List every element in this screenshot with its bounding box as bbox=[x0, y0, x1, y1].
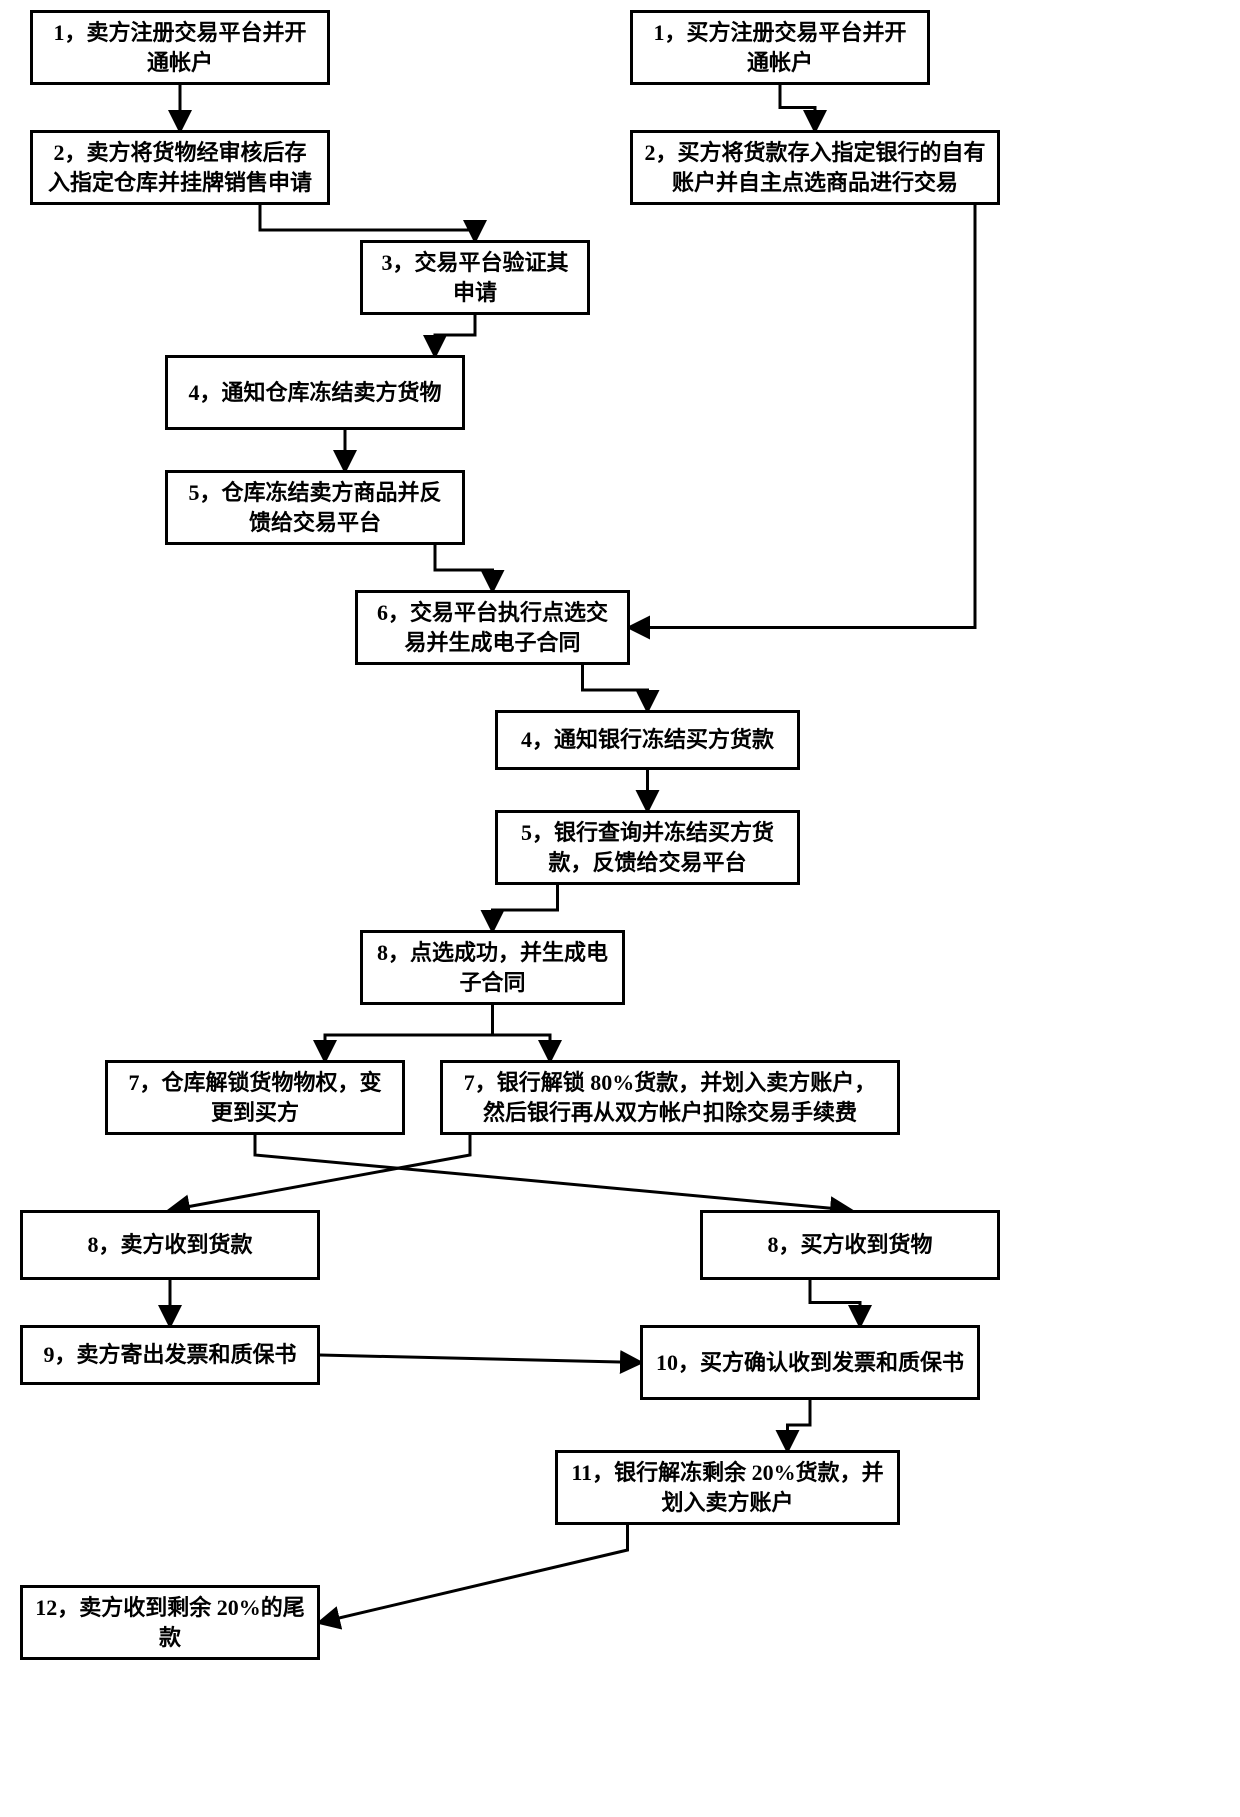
node-s2: 2，卖方将货物经审核后存入指定仓库并挂牌销售申请 bbox=[30, 130, 330, 205]
node-b10: 10，买方确认收到发票和质保书 bbox=[640, 1325, 980, 1400]
node-b8r: 8，买方收到货物 bbox=[700, 1210, 1000, 1280]
edge-s9-b10 bbox=[320, 1355, 640, 1363]
node-s12: 12，卖方收到剩余 20%的尾款 bbox=[20, 1585, 320, 1660]
edge-c8-c7w bbox=[325, 1005, 493, 1060]
node-label: 1，买方注册交易平台并开通帐户 bbox=[643, 18, 917, 77]
node-b11: 11，银行解冻剩余 20%货款，并划入卖方账户 bbox=[555, 1450, 900, 1525]
node-c7b: 7，银行解锁 80%货款，并划入卖方账户，然后银行再从双方帐户扣除交易手续费 bbox=[440, 1060, 900, 1135]
node-label: 2，买方将货款存入指定银行的自有账户并自主点选商品进行交易 bbox=[643, 138, 987, 197]
edge-c8-c7b bbox=[493, 1005, 551, 1060]
edge-c7b-s8r bbox=[170, 1135, 470, 1210]
node-s8r: 8，卖方收到货款 bbox=[20, 1210, 320, 1280]
node-s5: 5，仓库冻结卖方商品并反馈给交易平台 bbox=[165, 470, 465, 545]
node-label: 2，卖方将货物经审核后存入指定仓库并挂牌销售申请 bbox=[43, 138, 317, 197]
node-label: 3，交易平台验证其申请 bbox=[373, 248, 577, 307]
edge-b2-c6 bbox=[630, 205, 975, 628]
node-label: 8，卖方收到货款 bbox=[87, 1230, 252, 1260]
node-label: 7，银行解锁 80%货款，并划入卖方账户，然后银行再从双方帐户扣除交易手续费 bbox=[453, 1068, 887, 1127]
edge-b10-b11 bbox=[788, 1400, 811, 1450]
node-label: 5，仓库冻结卖方商品并反馈给交易平台 bbox=[178, 478, 452, 537]
edge-s2-s3 bbox=[260, 205, 475, 240]
edge-b11-s12 bbox=[320, 1525, 628, 1623]
node-label: 12，卖方收到剩余 20%的尾款 bbox=[33, 1593, 307, 1652]
edge-c5b-c8 bbox=[493, 885, 558, 930]
edge-b8r-b10 bbox=[810, 1280, 860, 1325]
node-s9: 9，卖方寄出发票和质保书 bbox=[20, 1325, 320, 1385]
node-label: 5，银行查询并冻结买方货款，反馈给交易平台 bbox=[508, 818, 787, 877]
node-label: 8，点选成功，并生成电子合同 bbox=[373, 938, 612, 997]
node-b1: 1，买方注册交易平台并开通帐户 bbox=[630, 10, 930, 85]
node-label: 9，卖方寄出发票和质保书 bbox=[43, 1340, 296, 1370]
edge-c7w-b8r bbox=[255, 1135, 850, 1210]
node-label: 11，银行解冻剩余 20%货款，并划入卖方账户 bbox=[568, 1458, 887, 1517]
node-label: 10，买方确认收到发票和质保书 bbox=[656, 1348, 964, 1378]
node-label: 1，卖方注册交易平台并开通帐户 bbox=[43, 18, 317, 77]
node-label: 4，通知银行冻结买方货款 bbox=[521, 725, 774, 755]
edges-layer bbox=[0, 0, 1240, 1817]
node-s3: 3，交易平台验证其申请 bbox=[360, 240, 590, 315]
node-label: 6，交易平台执行点选交易并生成电子合同 bbox=[368, 598, 617, 657]
flowchart-canvas: 1，卖方注册交易平台并开通帐户 1，买方注册交易平台并开通帐户 2，卖方将货物经审核… bbox=[0, 0, 1240, 1817]
node-c4b: 4，通知银行冻结买方货款 bbox=[495, 710, 800, 770]
node-s1: 1，卖方注册交易平台并开通帐户 bbox=[30, 10, 330, 85]
node-c6: 6，交易平台执行点选交易并生成电子合同 bbox=[355, 590, 630, 665]
node-label: 8，买方收到货物 bbox=[767, 1230, 932, 1260]
edge-b1-b2 bbox=[780, 85, 815, 130]
node-c5b: 5，银行查询并冻结买方货款，反馈给交易平台 bbox=[495, 810, 800, 885]
node-label: 7，仓库解锁货物物权，变更到买方 bbox=[118, 1068, 392, 1127]
node-b2: 2，买方将货款存入指定银行的自有账户并自主点选商品进行交易 bbox=[630, 130, 1000, 205]
edge-c6-c4b bbox=[583, 665, 648, 710]
node-c7w: 7，仓库解锁货物物权，变更到买方 bbox=[105, 1060, 405, 1135]
edge-s3-s4 bbox=[435, 315, 475, 355]
node-label: 4，通知仓库冻结卖方货物 bbox=[188, 378, 441, 408]
node-s4: 4，通知仓库冻结卖方货物 bbox=[165, 355, 465, 430]
node-c8: 8，点选成功，并生成电子合同 bbox=[360, 930, 625, 1005]
edge-s5-c6 bbox=[435, 545, 493, 590]
